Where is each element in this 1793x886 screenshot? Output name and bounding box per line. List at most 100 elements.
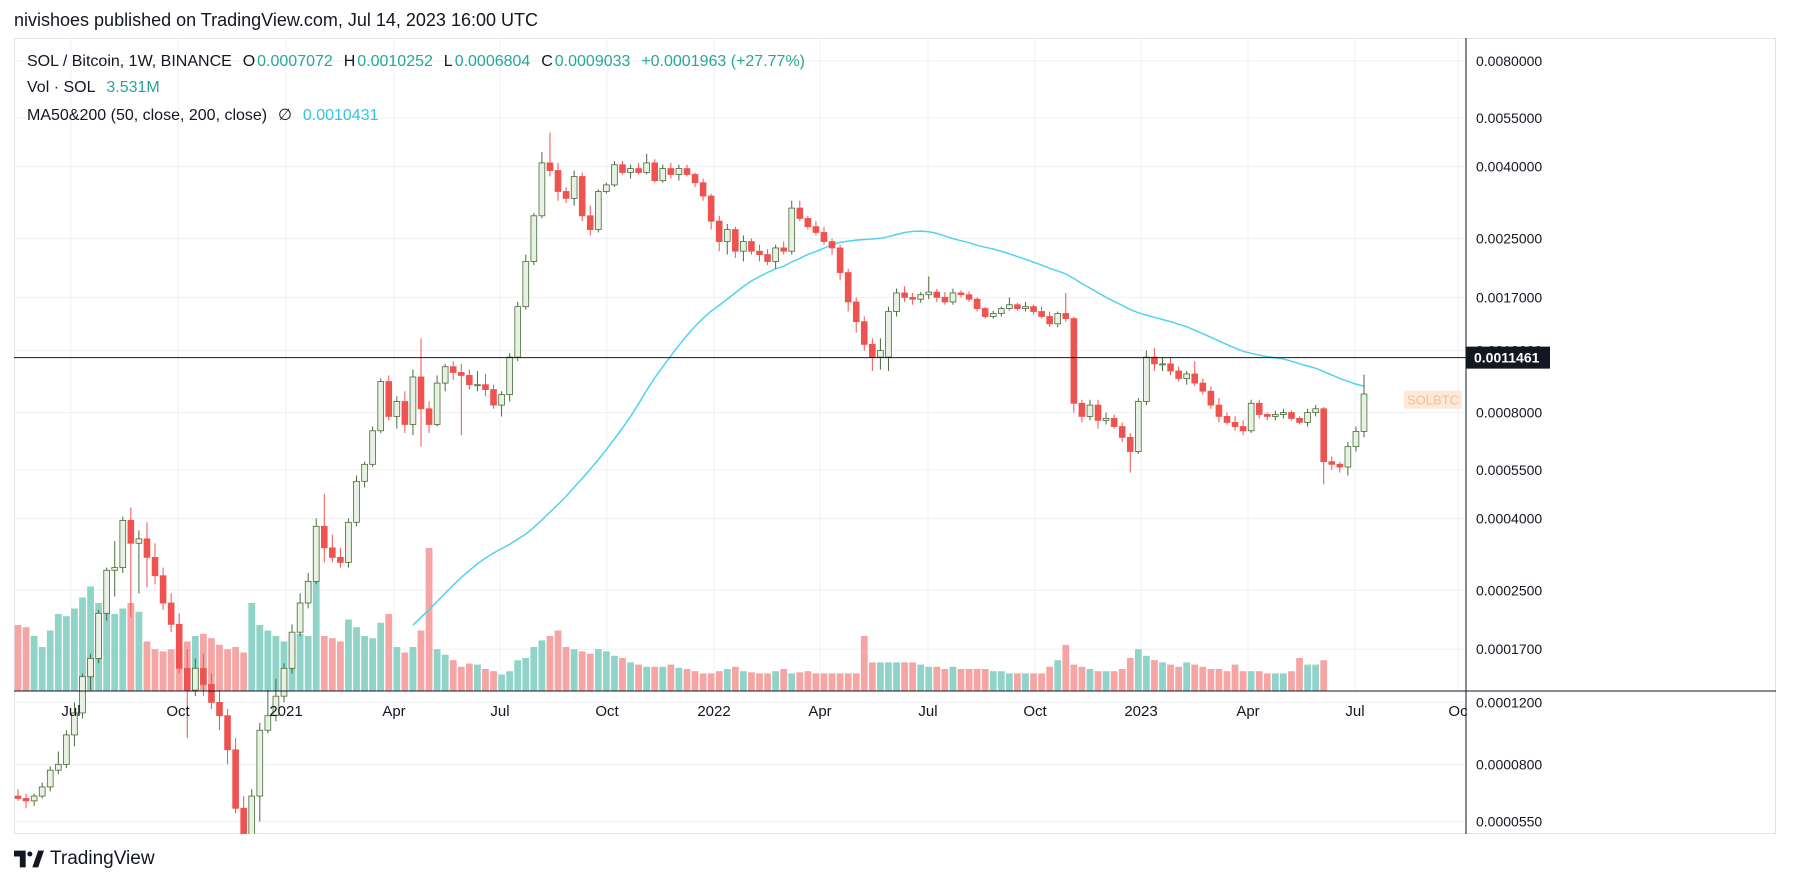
- candle-body: [1263, 414, 1271, 417]
- volume-bar: [1005, 673, 1013, 691]
- candle: [466, 369, 473, 390]
- candle-body: [699, 182, 707, 197]
- footer: TradingView: [14, 848, 155, 870]
- volume-bar: [1110, 671, 1118, 691]
- candle-body: [852, 301, 860, 323]
- candle: [143, 522, 151, 588]
- volume-bar: [917, 664, 925, 691]
- volume-bar: [602, 651, 610, 691]
- candle: [135, 530, 143, 594]
- volume-bar: [1151, 660, 1158, 691]
- candle-body: [256, 729, 264, 797]
- ma-hidden-icon[interactable]: ∅: [278, 107, 292, 124]
- candle-body: [1280, 412, 1287, 415]
- time-tick-label: 2022: [697, 703, 730, 720]
- volume-bar: [328, 638, 336, 691]
- volume-bar: [756, 673, 763, 691]
- candle: [103, 567, 110, 621]
- price-chart[interactable]: 0.0080000 0.0055000 0.0040000 0.0025000 0.00…: [14, 38, 1776, 834]
- volume-bars: [14, 526, 1328, 691]
- candle-body: [409, 376, 417, 425]
- volume-bar: [409, 647, 417, 691]
- volume-bar: [619, 658, 626, 691]
- candle-body: [1118, 426, 1126, 438]
- volume-bar: [925, 666, 933, 691]
- candle: [127, 507, 135, 617]
- candle-body: [216, 702, 223, 717]
- volume-bar: [38, 647, 46, 691]
- candle-body: [1328, 461, 1336, 465]
- volume-bar: [893, 662, 900, 691]
- candle-body: [530, 215, 538, 262]
- candle-body: [1022, 306, 1029, 309]
- candle: [691, 172, 699, 188]
- candle: [1078, 399, 1086, 423]
- volume-bar: [522, 658, 530, 691]
- candle: [1344, 441, 1352, 476]
- candle-body: [63, 734, 70, 765]
- volume-bar: [538, 640, 546, 691]
- candle-body: [1207, 390, 1215, 406]
- volume-bar: [30, 636, 38, 691]
- candle-body: [1054, 313, 1062, 325]
- candle: [772, 244, 779, 269]
- candle: [981, 306, 989, 319]
- volume-bar: [570, 649, 578, 691]
- candle: [280, 663, 288, 703]
- volume-bar: [868, 662, 876, 691]
- candle-body: [312, 525, 320, 582]
- volume-bar: [1247, 671, 1255, 691]
- volume-bar: [1296, 658, 1303, 691]
- volume-bar: [143, 641, 151, 691]
- candle-body: [885, 311, 892, 358]
- candle: [264, 690, 272, 734]
- volume-bar: [482, 669, 489, 691]
- candle-body: [578, 176, 586, 217]
- candle-body: [1159, 363, 1166, 366]
- candle: [1086, 399, 1094, 421]
- candle: [796, 200, 804, 222]
- volume-bar: [296, 633, 304, 691]
- volume-bar: [401, 652, 409, 691]
- candle-body: [836, 247, 844, 273]
- volume-bar: [320, 636, 328, 691]
- candle: [893, 288, 900, 317]
- volume-bar: [530, 647, 538, 691]
- volume-bar: [933, 666, 941, 691]
- candle: [1191, 361, 1199, 387]
- candle: [393, 396, 401, 429]
- candle-body: [1360, 393, 1368, 432]
- price-tick-label: 0.0080000: [1476, 53, 1542, 69]
- time-tick-label: Apr: [808, 703, 831, 720]
- volume-bar: [272, 636, 280, 691]
- candle: [973, 297, 981, 312]
- candle: [151, 543, 159, 585]
- time-tick-label: Apr: [382, 703, 405, 720]
- candle: [1288, 410, 1295, 421]
- volume-bar: [740, 671, 747, 691]
- candle-body: [1046, 316, 1053, 325]
- candle: [345, 518, 352, 568]
- candle-body: [441, 366, 449, 384]
- candle-body: [1086, 404, 1094, 417]
- time-tick-label: Oct: [1023, 703, 1047, 720]
- candle-body: [909, 296, 916, 300]
- candle: [192, 658, 199, 697]
- candle: [530, 213, 538, 266]
- current-price-label: 0.0011461: [1474, 350, 1540, 366]
- volume-bar: [1320, 660, 1328, 691]
- volume-bar: [216, 644, 223, 691]
- candle: [562, 187, 570, 204]
- volume-bar: [433, 649, 441, 691]
- volume-bar: [127, 603, 135, 691]
- candle-body: [554, 170, 562, 192]
- candle: [514, 301, 522, 362]
- candle: [780, 241, 787, 255]
- candle: [385, 375, 393, 421]
- volume-bar: [1191, 664, 1199, 691]
- volume-bar: [772, 671, 780, 691]
- candle-body: [224, 715, 231, 751]
- volume-bar: [167, 649, 175, 691]
- candle-body: [691, 174, 699, 184]
- candle-body: [949, 292, 957, 303]
